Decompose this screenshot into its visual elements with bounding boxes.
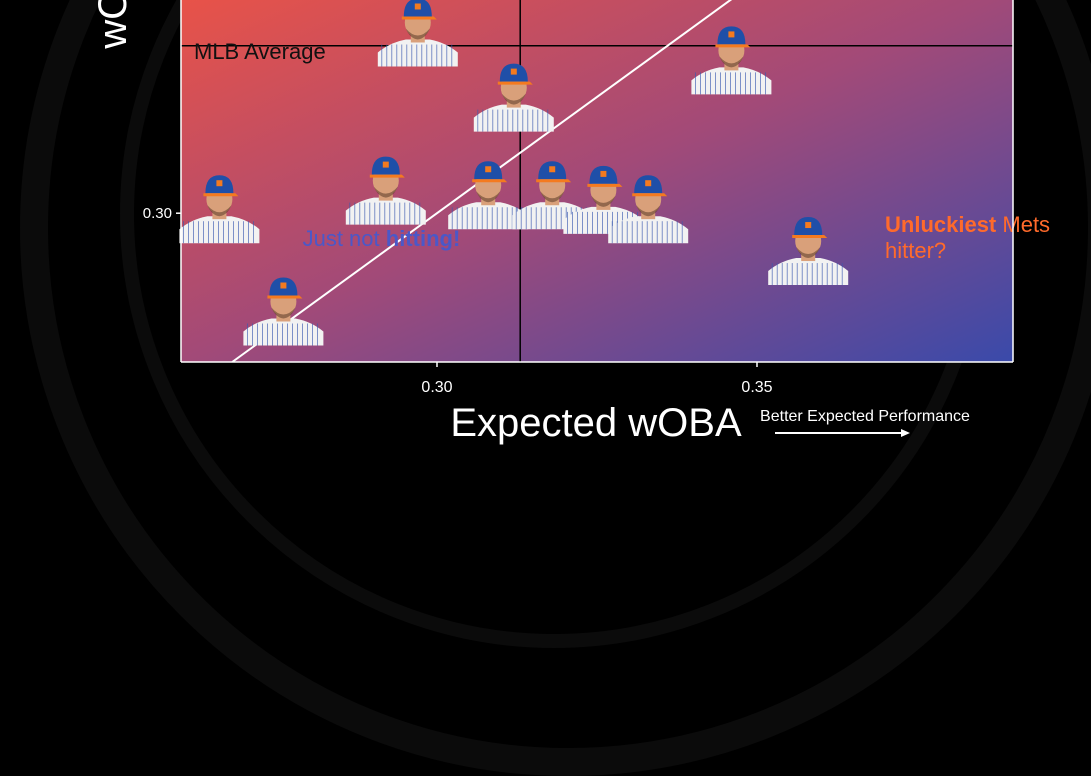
- expected-woba-chart: MLB Average Just not hitting! Unluckiest …: [91, 0, 1050, 445]
- y-axis-label: wOBA: [91, 0, 135, 50]
- player-headshot-icon: [608, 175, 689, 244]
- player-headshot-icon: [243, 277, 324, 346]
- player-headshot-icon: [377, 0, 458, 67]
- player-points: [179, 0, 849, 346]
- axes: [180, 0, 1014, 363]
- x-axis-label: Expected wOBA: [450, 401, 742, 445]
- arrow-label: Better Expected Performance: [760, 408, 970, 425]
- annotation-unluckiest-mets: Unluckiest Mets hitter?: [885, 212, 1050, 263]
- x-tick-label: 0.30: [421, 379, 452, 396]
- x-ticks: 0.30 0.35: [421, 362, 773, 396]
- player-headshot-icon: [473, 63, 554, 132]
- player-headshot-icon: [179, 175, 260, 244]
- player-headshot-icon: [512, 161, 593, 230]
- mlb-average-label: MLB Average: [194, 39, 326, 64]
- y-ticks: 0.30: [143, 205, 181, 222]
- player-headshot-icon: [691, 26, 772, 95]
- right-arrow-icon: [775, 429, 910, 437]
- player-headshot-icon: [768, 217, 849, 286]
- y-tick-label: 0.30: [143, 205, 172, 222]
- mlb-average-lines: [181, 0, 1013, 362]
- player-headshot-icon: [345, 156, 426, 225]
- annotation-just-not-hitting: Just not hitting!: [303, 226, 461, 251]
- annotations: Just not hitting! Unluckiest Mets hitter?: [303, 212, 1050, 263]
- x-tick-label: 0.35: [741, 379, 772, 396]
